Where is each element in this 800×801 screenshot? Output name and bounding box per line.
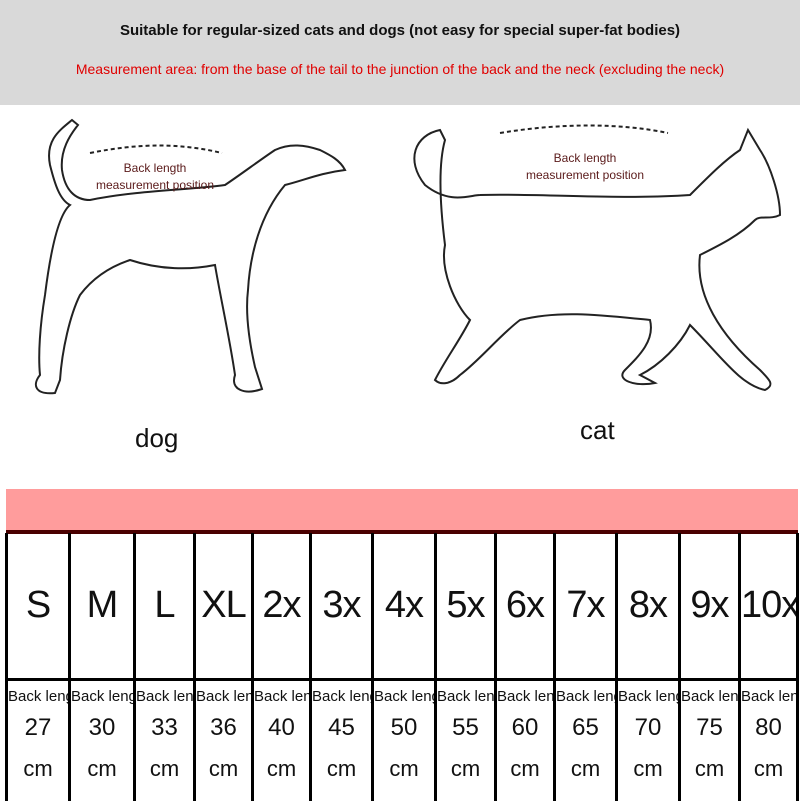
back-length-value: 33 bbox=[136, 714, 193, 742]
back-length-cell: Back length 40 cm bbox=[253, 680, 311, 801]
cat-measure-arrow bbox=[500, 126, 668, 134]
unit-label: cm bbox=[71, 756, 133, 782]
back-length-label: Back length bbox=[254, 687, 309, 706]
back-length-value: 50 bbox=[374, 714, 434, 742]
unit-label: cm bbox=[497, 756, 553, 782]
back-length-cell: Back length 60 cm bbox=[496, 680, 555, 801]
size-cell: 10x bbox=[740, 533, 798, 680]
back-length-cell: Back length 80 cm bbox=[740, 680, 798, 801]
back-length-cell: Back length 65 cm bbox=[555, 680, 617, 801]
back-length-cell: Back length 55 cm bbox=[436, 680, 496, 801]
size-cell: 6x bbox=[496, 533, 555, 680]
size-cell: 9x bbox=[680, 533, 740, 680]
size-cell: 7x bbox=[555, 533, 617, 680]
back-length-cell: Back length 70 cm bbox=[617, 680, 680, 801]
back-length-value: 65 bbox=[556, 714, 615, 742]
unit-label: cm bbox=[254, 756, 309, 782]
unit-label: cm bbox=[8, 756, 68, 782]
size-cell: XL bbox=[195, 533, 253, 680]
back-length-cell: Back length 30 cm bbox=[70, 680, 135, 801]
unit-label: cm bbox=[556, 756, 615, 782]
back-length-cell: Back length 27 cm bbox=[7, 680, 70, 801]
back-length-value: 55 bbox=[437, 714, 494, 742]
dog-measure-arrow bbox=[90, 146, 222, 154]
back-length-value: 60 bbox=[497, 714, 553, 742]
table-header-band bbox=[6, 489, 798, 534]
back-length-value: 27 bbox=[8, 714, 68, 742]
unit-label: cm bbox=[437, 756, 494, 782]
back-length-label: Back length bbox=[497, 687, 553, 706]
back-length-label: Back length bbox=[196, 687, 251, 706]
back-length-cell: Back length 33 cm bbox=[135, 680, 195, 801]
dog-label-line1: Back length bbox=[124, 161, 187, 175]
size-cell: 3x bbox=[311, 533, 373, 680]
back-length-label: Back length bbox=[741, 687, 796, 706]
size-cell: L bbox=[135, 533, 195, 680]
page-title: Suitable for regular-sized cats and dogs… bbox=[0, 22, 800, 39]
unit-label: cm bbox=[618, 756, 678, 782]
unit-label: cm bbox=[374, 756, 434, 782]
back-length-value: 45 bbox=[312, 714, 371, 742]
size-cell: 2x bbox=[253, 533, 311, 680]
back-length-label: Back length bbox=[374, 687, 434, 706]
back-length-value: 40 bbox=[254, 714, 309, 742]
back-length-label: Back length bbox=[681, 687, 738, 706]
measurement-note: Measurement area: from the base of the t… bbox=[0, 61, 800, 77]
back-length-cell: Back length 50 cm bbox=[373, 680, 436, 801]
back-length-value: 36 bbox=[196, 714, 251, 742]
back-length-label: Back length bbox=[71, 687, 133, 706]
dog-measure-label: Back length measurement position bbox=[80, 160, 230, 194]
dog-caption: dog bbox=[135, 423, 178, 454]
back-length-value: 75 bbox=[681, 714, 738, 742]
back-length-value: 70 bbox=[618, 714, 678, 742]
unit-label: cm bbox=[196, 756, 251, 782]
cat-measure-label: Back length measurement position bbox=[510, 150, 660, 184]
cat-label-line1: Back length bbox=[554, 151, 617, 165]
back-length-label: Back length bbox=[618, 687, 678, 706]
back-length-value: 30 bbox=[71, 714, 133, 742]
cat-label-line2: measurement position bbox=[526, 168, 644, 182]
back-length-label: Back length bbox=[136, 687, 193, 706]
back-length-label: Back length bbox=[312, 687, 371, 706]
back-length-value: 80 bbox=[741, 714, 796, 742]
size-cell: S bbox=[7, 533, 70, 680]
size-cell: 8x bbox=[617, 533, 680, 680]
cat-caption: cat bbox=[580, 415, 615, 446]
unit-label: cm bbox=[681, 756, 738, 782]
header-banner: Suitable for regular-sized cats and dogs… bbox=[0, 0, 800, 105]
back-length-cell: Back length 45 cm bbox=[311, 680, 373, 801]
back-length-cell: Back length 75 cm bbox=[680, 680, 740, 801]
back-length-label: Back length bbox=[437, 687, 494, 706]
unit-label: cm bbox=[312, 756, 371, 782]
back-length-label: Back length bbox=[556, 687, 615, 706]
back-length-cell: Back length 36 cm bbox=[195, 680, 253, 801]
back-length-label: Back length bbox=[8, 687, 68, 706]
size-cell: M bbox=[70, 533, 135, 680]
back-length-row: Back length27cmBack length30cmBack lengt… bbox=[7, 680, 798, 801]
dog-label-line2: measurement position bbox=[96, 178, 214, 192]
unit-label: cm bbox=[741, 756, 796, 782]
size-cell: 4x bbox=[373, 533, 436, 680]
unit-label: cm bbox=[136, 756, 193, 782]
size-cell: 5x bbox=[436, 533, 496, 680]
